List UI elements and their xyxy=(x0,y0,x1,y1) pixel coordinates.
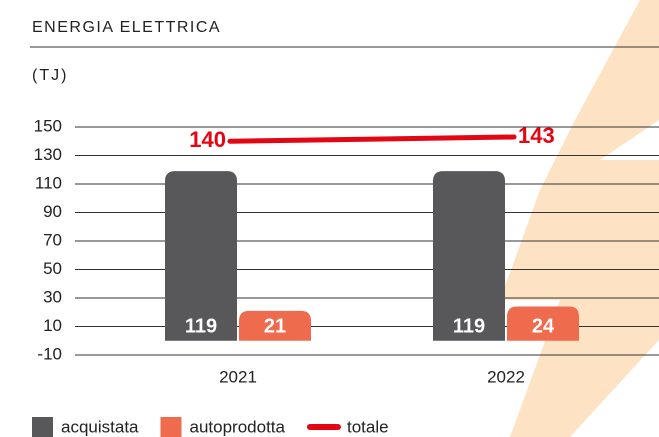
y-tick-label: 70 xyxy=(43,230,62,249)
y-tick-label: 110 xyxy=(35,173,62,192)
y-axis-label: (TJ) xyxy=(32,67,68,84)
bar-value-label: 21 xyxy=(264,315,286,337)
bar-value-label: 24 xyxy=(532,315,555,337)
x-tick-label: 2022 xyxy=(487,367,525,386)
bar xyxy=(433,171,505,341)
bar xyxy=(239,310,311,341)
y-tick-label: 10 xyxy=(43,316,62,335)
legend-swatch xyxy=(32,417,53,437)
legend-label: totale xyxy=(347,417,389,436)
bar xyxy=(507,306,579,341)
total-value-label: 140 xyxy=(189,127,226,152)
legend-label: autoprodotta xyxy=(190,417,286,436)
y-tick-label: 30 xyxy=(43,287,62,306)
y-tick-label: 150 xyxy=(34,116,62,135)
total-value-label: 143 xyxy=(518,123,555,148)
y-tick-label: 90 xyxy=(43,202,62,221)
legend-swatch xyxy=(306,424,341,430)
x-tick-label: 2021 xyxy=(219,367,257,386)
chart-title: ENERGIA ELETTRICA xyxy=(32,19,221,36)
bar-value-label: 119 xyxy=(453,315,485,337)
legend-swatch xyxy=(160,417,182,437)
y-tick-label: 130 xyxy=(34,145,62,164)
background-bolt xyxy=(500,0,659,437)
y-tick-label: 50 xyxy=(43,259,62,278)
y-tick-label: -10 xyxy=(37,344,62,363)
total-line xyxy=(227,134,517,144)
bar-value-label: 119 xyxy=(185,315,217,337)
legend-label: acquistata xyxy=(61,417,139,436)
bar xyxy=(165,171,237,341)
